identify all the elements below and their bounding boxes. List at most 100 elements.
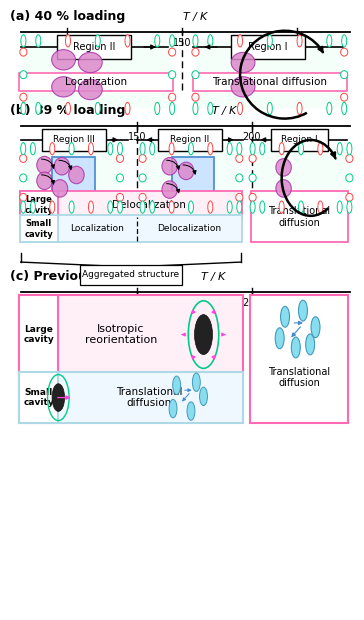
Text: Region I: Region I [281, 135, 318, 144]
Ellipse shape [36, 102, 41, 115]
FancyBboxPatch shape [250, 295, 348, 423]
Ellipse shape [231, 52, 255, 73]
Text: Delocalization: Delocalization [112, 200, 186, 210]
Ellipse shape [125, 102, 130, 115]
FancyBboxPatch shape [19, 372, 58, 423]
FancyBboxPatch shape [251, 192, 348, 242]
Ellipse shape [21, 201, 26, 213]
Ellipse shape [78, 52, 102, 73]
Ellipse shape [318, 143, 323, 155]
Ellipse shape [193, 102, 198, 115]
Text: Isotropic
reorientation: Isotropic reorientation [85, 324, 157, 345]
Ellipse shape [118, 201, 123, 213]
Ellipse shape [260, 201, 265, 213]
Ellipse shape [342, 102, 347, 115]
Ellipse shape [347, 201, 352, 213]
Text: 150: 150 [128, 298, 146, 308]
Text: Aggregated structure: Aggregated structure [82, 270, 179, 280]
Ellipse shape [169, 143, 174, 155]
Ellipse shape [50, 201, 55, 213]
Ellipse shape [155, 102, 160, 115]
Ellipse shape [193, 373, 200, 391]
Ellipse shape [267, 102, 272, 115]
Ellipse shape [21, 35, 26, 47]
Ellipse shape [341, 93, 348, 101]
Ellipse shape [341, 71, 348, 79]
Ellipse shape [311, 317, 320, 338]
Ellipse shape [194, 314, 213, 355]
Ellipse shape [140, 201, 145, 213]
Ellipse shape [169, 201, 174, 213]
Ellipse shape [52, 77, 75, 97]
Ellipse shape [20, 48, 27, 56]
Ellipse shape [208, 35, 213, 47]
Text: Large
cavity: Large cavity [24, 195, 53, 215]
Ellipse shape [276, 180, 291, 197]
Ellipse shape [260, 143, 265, 155]
Ellipse shape [116, 193, 123, 202]
Text: Translational
diffusion: Translational diffusion [116, 387, 182, 409]
Ellipse shape [162, 181, 177, 198]
Ellipse shape [139, 193, 146, 202]
Ellipse shape [189, 143, 194, 155]
Ellipse shape [297, 35, 302, 47]
Ellipse shape [346, 174, 353, 182]
Ellipse shape [20, 93, 27, 101]
FancyBboxPatch shape [20, 215, 242, 242]
Text: Region III: Region III [53, 135, 95, 144]
Ellipse shape [250, 143, 255, 155]
Ellipse shape [279, 143, 284, 155]
Text: 200: 200 [243, 132, 261, 142]
Ellipse shape [193, 35, 198, 47]
Text: $T$ / K: $T$ / K [211, 104, 238, 117]
Ellipse shape [95, 102, 100, 115]
Ellipse shape [237, 143, 242, 155]
Ellipse shape [52, 384, 64, 412]
Ellipse shape [52, 50, 75, 70]
Text: Localization: Localization [70, 224, 124, 233]
Ellipse shape [298, 201, 304, 213]
Text: 100: 100 [58, 38, 76, 48]
Text: Translational diffusion: Translational diffusion [212, 77, 327, 87]
Ellipse shape [327, 35, 332, 47]
Ellipse shape [341, 48, 348, 56]
FancyBboxPatch shape [20, 192, 242, 218]
FancyBboxPatch shape [193, 73, 347, 91]
Ellipse shape [139, 154, 146, 162]
Ellipse shape [298, 143, 304, 155]
Ellipse shape [306, 334, 314, 355]
Ellipse shape [347, 143, 352, 155]
Ellipse shape [236, 154, 243, 162]
Text: 150: 150 [173, 38, 191, 48]
Text: Localization: Localization [65, 77, 127, 87]
Ellipse shape [236, 193, 243, 202]
Ellipse shape [281, 306, 289, 327]
Bar [171, 157, 214, 198]
Ellipse shape [21, 143, 26, 155]
Ellipse shape [342, 35, 347, 47]
Ellipse shape [108, 143, 113, 155]
Ellipse shape [50, 143, 55, 155]
Ellipse shape [279, 201, 284, 213]
Text: (c) Previous NMR: (c) Previous NMR [10, 270, 131, 283]
Ellipse shape [337, 201, 342, 213]
Text: Small
cavity: Small cavity [23, 388, 54, 407]
Ellipse shape [116, 174, 123, 182]
Bar [23, 149, 120, 207]
Text: Translational
diffusion: Translational diffusion [268, 206, 331, 228]
Ellipse shape [37, 156, 52, 174]
Text: 200: 200 [288, 38, 306, 48]
Ellipse shape [21, 102, 26, 115]
Text: (b) 89 % loading: (b) 89 % loading [10, 104, 125, 117]
Ellipse shape [20, 71, 27, 79]
Ellipse shape [20, 193, 27, 202]
Ellipse shape [249, 193, 256, 202]
FancyBboxPatch shape [57, 35, 131, 59]
Ellipse shape [69, 201, 74, 213]
Ellipse shape [208, 102, 213, 115]
Text: Delocalization: Delocalization [157, 224, 221, 233]
Ellipse shape [69, 166, 84, 184]
Ellipse shape [88, 143, 94, 155]
Ellipse shape [150, 201, 155, 213]
FancyBboxPatch shape [158, 129, 222, 151]
